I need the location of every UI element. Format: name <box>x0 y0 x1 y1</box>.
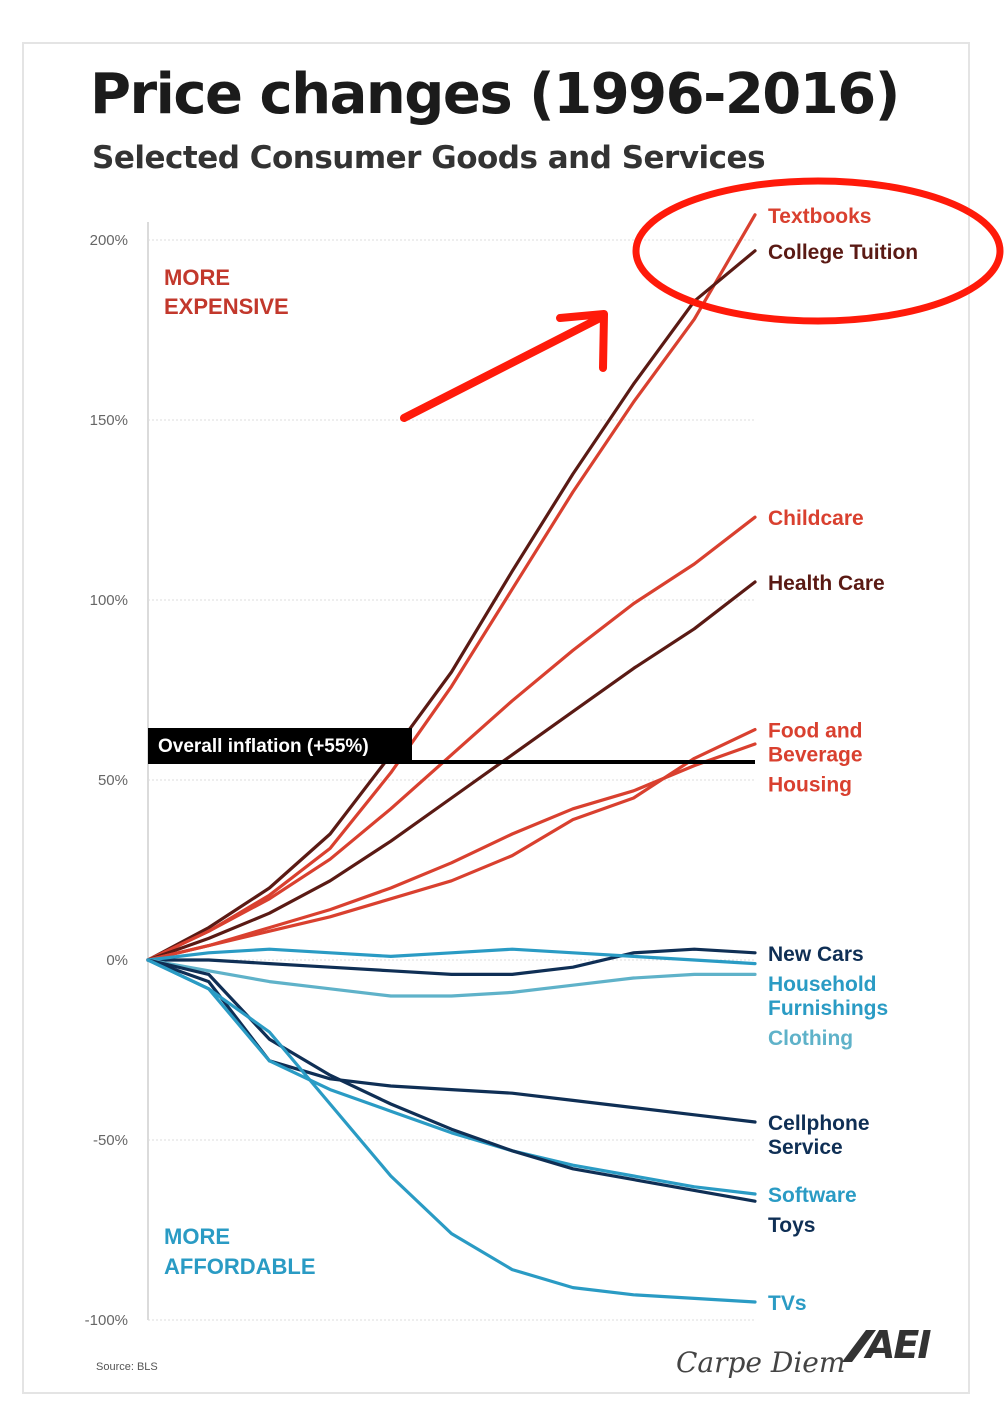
y-axis-ticks: 200% 150% 100% 50% 0% -50% -100% <box>85 232 128 1329</box>
series-line-tvs <box>146 958 757 1304</box>
inflation-label-box <box>148 728 412 764</box>
series-label-line: Furnishings <box>768 997 888 1020</box>
more-expensive-label-line1: MORE <box>164 265 230 290</box>
series-label-line: Service <box>768 1136 843 1159</box>
series-label-clothing: Clothing <box>768 1027 853 1050</box>
more-affordable-label-line1: MORE <box>164 1224 230 1249</box>
series-label-line: Software <box>768 1184 857 1207</box>
series-line-housing <box>146 742 757 962</box>
series-label-housing: Housing <box>768 774 852 797</box>
series-line-new-cars <box>146 947 757 977</box>
series-line-cellphone-service <box>146 958 757 1124</box>
highlight-arrow-head <box>556 310 608 372</box>
series-label-line: Clothing <box>768 1027 853 1050</box>
series-line-clothing <box>146 958 757 998</box>
series-line-food-and-beverage <box>146 727 757 962</box>
series-label-new-cars: New Cars <box>768 943 864 966</box>
series-label-childcare: Childcare <box>768 507 864 530</box>
highlight-annotation <box>400 177 1004 422</box>
highlight-circle <box>632 177 1004 325</box>
series-label-health-care: Health Care <box>768 572 885 595</box>
series-label-textbooks: Textbooks <box>768 205 871 228</box>
chart-title: Price changes (1996-2016) <box>90 62 900 127</box>
series-label-line: Toys <box>768 1214 815 1237</box>
series-label-tvs: TVs <box>768 1292 807 1315</box>
aei-logo-icon <box>842 1330 876 1362</box>
series-line-software <box>146 958 757 1196</box>
gridlines <box>147 222 755 1321</box>
series-label-line: TVs <box>768 1292 807 1315</box>
more-expensive-label-line2: EXPENSIVE <box>164 294 289 319</box>
series-label-line: New Cars <box>768 943 864 966</box>
series-labels: Textbooks College Tuition Childcare Health … <box>768 205 918 1315</box>
chart-subtitle: Selected Consumer Goods and Services <box>92 140 766 176</box>
series-label-line: Textbooks <box>768 205 871 228</box>
series-label-college-tuition: College Tuition <box>768 241 918 264</box>
series-label-toys: Toys <box>768 1214 815 1237</box>
series-label-software: Software <box>768 1184 857 1207</box>
y-tick-label: 50% <box>98 772 128 789</box>
series-label-line: Beverage <box>768 744 863 767</box>
series-label-line: Childcare <box>768 507 864 530</box>
brand-name: Carpe Diem <box>676 1346 846 1379</box>
series-label-line: College Tuition <box>768 241 918 264</box>
series-label-line: Housing <box>768 774 852 797</box>
aei-logo-text: AEI <box>866 1323 932 1367</box>
inflation-reference: Overall inflation (+55%) <box>148 728 755 764</box>
series-lines <box>146 213 757 1304</box>
y-tick-label: -100% <box>85 1312 128 1329</box>
chart-card <box>22 42 970 1394</box>
series-label-line: Household <box>768 973 877 996</box>
series-line-health-care <box>146 580 757 962</box>
series-label-line: Cellphone <box>768 1112 870 1135</box>
series-line-childcare <box>146 515 757 962</box>
y-tick-label: 0% <box>106 952 128 969</box>
highlight-arrow-shaft <box>400 314 604 422</box>
y-tick-label: 200% <box>90 232 128 249</box>
y-tick-label: 100% <box>90 592 128 609</box>
series-line-household-furnishings <box>146 947 757 966</box>
series-label-line: Food and <box>768 720 862 743</box>
series-line-textbooks <box>146 213 757 962</box>
y-tick-label: 150% <box>90 412 128 429</box>
source-note: Source: BLS <box>96 1361 158 1373</box>
more-affordable-label-line2: AFFORDABLE <box>164 1254 316 1279</box>
y-tick-label: -50% <box>93 1132 128 1149</box>
series-line-college-tuition <box>146 249 757 962</box>
inflation-label: Overall inflation (+55%) <box>158 736 369 757</box>
series-label-line: Health Care <box>768 572 885 595</box>
zone-labels: MORE EXPENSIVE MORE AFFORDABLE <box>164 265 316 1279</box>
